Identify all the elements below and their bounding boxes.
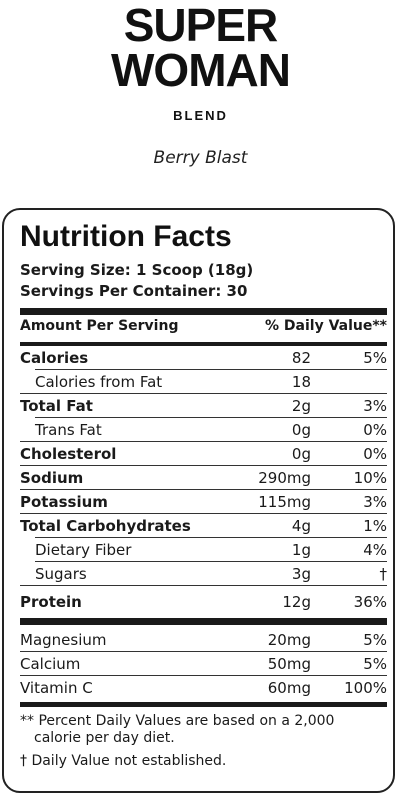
nutrient-amount: 2g — [291, 397, 311, 415]
brand-name-line1: SUPER — [123, 0, 278, 51]
nutrient-amount: 290mg — [258, 469, 311, 487]
nutrition-facts-title: Nutrition Facts — [20, 220, 232, 253]
serving-info: Serving Size: 1 Scoop (18g) Servings Per… — [20, 260, 253, 302]
nutrient-dv: 5% — [363, 349, 387, 367]
nutrient-dv: 100% — [344, 679, 387, 697]
nutrient-amount: 60mg — [267, 679, 311, 697]
nutrient-name: Cholesterol — [20, 445, 117, 463]
serving-size: Serving Size: 1 Scoop (18g) — [20, 261, 254, 279]
nutrient-name: Total Carbohydrates — [20, 517, 191, 535]
nutrient-amount: 3g — [291, 565, 311, 583]
nutrient-amount: 50mg — [267, 655, 311, 673]
nutrient-name: Dietary Fiber — [35, 541, 132, 559]
nutrient-row-vitamin-c: Vitamin C 60mg 100% — [20, 676, 387, 700]
footnotes: ** Percent Daily Values are based on a 2… — [20, 713, 387, 776]
nutrient-name: Vitamin C — [20, 679, 93, 697]
servings-per-container: Servings Per Container: 30 — [20, 282, 248, 300]
row-divider — [20, 393, 387, 394]
nutrient-name: Potassium — [20, 493, 108, 511]
footnote-line2: calorie per day diet. — [34, 730, 175, 746]
row-divider — [20, 465, 387, 466]
nutrient-row-protein: Protein 12g 36% — [20, 590, 387, 614]
nutrient-row-sugars: Sugars 3g † — [20, 562, 387, 586]
row-divider — [20, 441, 387, 442]
nutrient-dv: 3% — [363, 493, 387, 511]
nutrient-dv: 10% — [353, 469, 387, 487]
footnote-line1: ** Percent Daily Values are based on a 2… — [20, 713, 335, 729]
nutrient-amount: 18 — [291, 373, 311, 391]
thick-divider — [20, 702, 387, 707]
nutrient-name: Sugars — [35, 565, 87, 583]
nutrient-name: Sodium — [20, 469, 84, 487]
row-divider — [35, 561, 387, 562]
nutrient-amount: 0g — [291, 421, 311, 439]
nutrient-dv: 5% — [363, 631, 387, 649]
row-divider — [20, 651, 387, 652]
daily-value-footnote: ** Percent Daily Values are based on a 2… — [20, 713, 387, 747]
nutrient-row-calories: Calories 82 5% — [20, 346, 387, 370]
nutrient-row-sodium: Sodium 290mg 10% — [20, 466, 387, 490]
nutrient-name: Magnesium — [20, 631, 107, 649]
daily-value-header: % Daily Value** — [265, 318, 387, 334]
nutrient-row-cholesterol: Cholesterol 0g 0% — [20, 442, 387, 466]
nutrient-dv: 0% — [363, 445, 387, 463]
nutrient-dv: 4% — [363, 541, 387, 559]
nutrient-row-magnesium: Magnesium 20mg 5% — [20, 628, 387, 652]
nutrient-name: Calories — [20, 349, 89, 367]
row-divider — [20, 513, 387, 514]
thick-divider — [20, 618, 387, 625]
nutrient-row-potassium: Potassium 115mg 3% — [20, 490, 387, 514]
nutrient-dv: 3% — [363, 397, 387, 415]
nutrient-row-total-carbohydrates: Total Carbohydrates 4g 1% — [20, 514, 387, 538]
row-divider — [35, 537, 387, 538]
nutrient-amount: 20mg — [267, 631, 311, 649]
nutrient-amount: 4g — [291, 517, 311, 535]
brand-name-line2: WOMAN — [111, 44, 291, 96]
nutrient-dv: 36% — [353, 593, 387, 611]
nutrient-row-dietary-fiber: Dietary Fiber 1g 4% — [20, 538, 387, 562]
nutrient-name: Calcium — [20, 655, 81, 673]
nutrient-amount: 0g — [291, 445, 311, 463]
nutrient-name: Total Fat — [20, 397, 93, 415]
nutrient-amount: 1g — [291, 541, 311, 559]
brand-name-line3: BLEND — [173, 108, 228, 123]
nutrient-dv: 5% — [363, 655, 387, 673]
medium-divider — [20, 342, 387, 346]
nutrient-dv: 0% — [363, 421, 387, 439]
row-divider — [20, 585, 387, 586]
nutrient-name: Calories from Fat — [35, 373, 163, 391]
row-divider — [35, 369, 387, 370]
nutrient-row-trans-fat: Trans Fat 0g 0% — [20, 418, 387, 442]
flavor-name: Berry Blast — [153, 148, 248, 168]
amount-per-serving-header: Amount Per Serving — [20, 318, 179, 334]
dagger-footnote: † Daily Value not established. — [20, 753, 227, 769]
nutrient-amount: 115mg — [258, 493, 311, 511]
nutrient-row-total-fat: Total Fat 2g 3% — [20, 394, 387, 418]
nutrient-name: Trans Fat — [35, 421, 102, 439]
nutrient-amount: 12g — [282, 593, 311, 611]
nutrient-amount: 82 — [291, 349, 311, 367]
nutrition-facts-panel: Nutrition Facts Serving Size: 1 Scoop (1… — [2, 208, 395, 793]
thick-divider — [20, 308, 387, 315]
nutrient-name: Protein — [20, 593, 82, 611]
nutrient-row-calories-from-fat: Calories from Fat 18 — [20, 370, 387, 394]
nutrient-dv: 1% — [363, 517, 387, 535]
nutrient-row-calcium: Calcium 50mg 5% — [20, 652, 387, 676]
table-header: Amount Per Serving % Daily Value** — [20, 318, 387, 340]
row-divider — [20, 489, 387, 490]
nutrient-dv: † — [379, 565, 388, 583]
row-divider — [20, 675, 387, 676]
row-divider — [35, 417, 387, 418]
